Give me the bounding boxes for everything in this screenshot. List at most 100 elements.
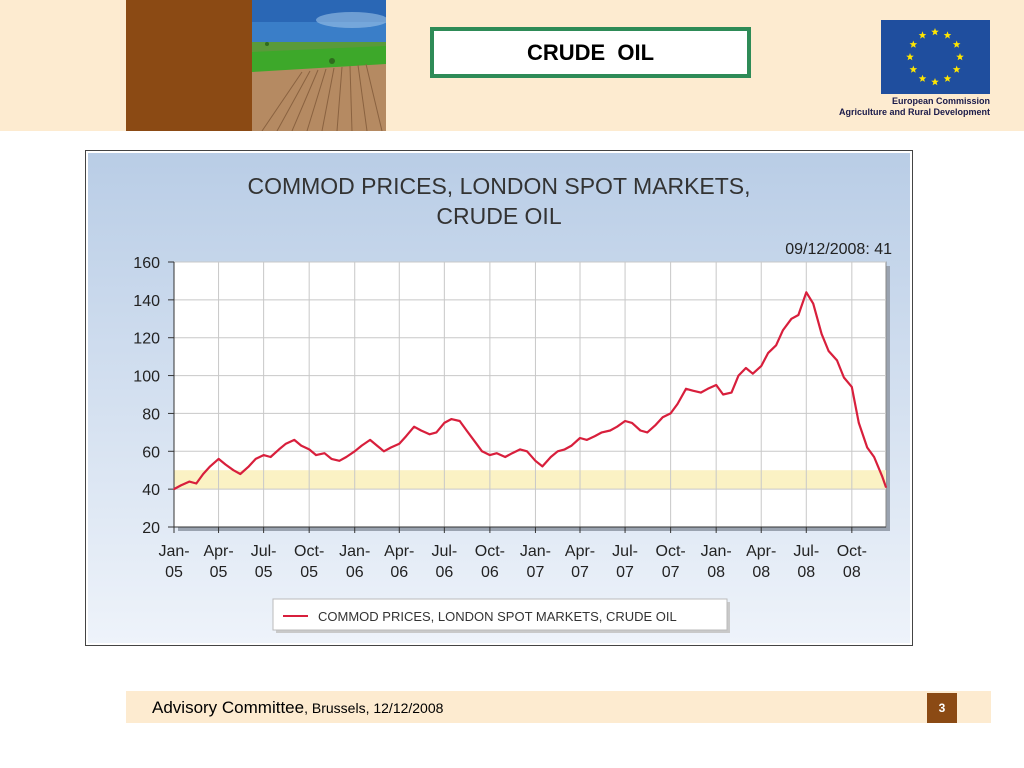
x-tick-label-month: Oct- — [294, 543, 324, 560]
data-point — [563, 448, 566, 451]
x-tick-label-month: Oct- — [475, 543, 505, 560]
data-point — [836, 359, 838, 362]
x-tick-label-year: 08 — [752, 564, 770, 581]
y-tick-label: 20 — [142, 520, 160, 537]
data-point — [752, 372, 754, 375]
data-point — [669, 412, 672, 415]
data-point — [639, 429, 642, 432]
data-point — [254, 458, 257, 460]
data-point — [496, 452, 498, 455]
x-tick-label-month: Oct- — [656, 543, 686, 560]
x-tick-label-year: 07 — [527, 564, 545, 581]
data-point — [526, 450, 528, 453]
data-point — [579, 437, 581, 439]
x-tick-label-month: Apr- — [746, 543, 776, 560]
x-tick-label-year: 06 — [435, 564, 453, 581]
data-point — [797, 314, 800, 316]
x-tick-label-year: 06 — [481, 564, 499, 581]
data-point — [851, 386, 853, 388]
data-point — [360, 444, 363, 447]
data-point — [188, 480, 191, 483]
data-point — [586, 439, 588, 441]
data-point — [330, 458, 333, 460]
data-point — [885, 486, 887, 489]
x-tick-label-year: 06 — [390, 564, 408, 581]
data-point — [843, 376, 845, 379]
x-tick-label-year: 07 — [616, 564, 634, 581]
data-point — [481, 450, 483, 453]
data-point — [209, 465, 211, 468]
data-point — [570, 444, 573, 447]
data-point — [443, 422, 446, 424]
x-tick-label-month: Jan- — [339, 543, 370, 560]
data-point — [315, 454, 317, 456]
data-point — [232, 469, 235, 472]
eu-star-icon — [931, 78, 939, 86]
x-tick-label-month: Jan- — [520, 543, 551, 560]
x-tick-label-year: 05 — [210, 564, 228, 581]
x-tick-label-month: Jul- — [793, 543, 819, 560]
x-tick-label-year: 05 — [165, 564, 183, 581]
page-number: 3 — [938, 701, 946, 715]
eu-dg-label: Agriculture and Rural Development — [838, 107, 990, 117]
data-point — [737, 374, 740, 377]
data-point — [353, 450, 356, 453]
footer-committee: Advisory Committee — [152, 698, 305, 717]
data-point — [609, 429, 611, 432]
data-point — [881, 475, 883, 477]
y-tick-label: 140 — [133, 293, 160, 310]
data-point — [435, 431, 438, 434]
data-point — [195, 482, 198, 485]
price-band — [174, 470, 886, 490]
data-point — [550, 456, 552, 458]
x-tick-label-year: 05 — [255, 564, 273, 581]
x-tick-label-month: Apr- — [565, 543, 595, 560]
data-point — [262, 454, 265, 456]
data-point — [655, 424, 657, 426]
footer-caption: Advisory Committee, Brussels, 12/12/2008 — [152, 698, 443, 718]
data-point — [820, 333, 823, 335]
chart-frame: COMMOD PRICES, LONDON SPOT MARKETS, CRUD… — [85, 150, 913, 646]
data-point — [700, 391, 702, 394]
data-point — [323, 452, 326, 455]
data-point — [217, 458, 220, 460]
data-point — [458, 420, 461, 422]
eu-star-icon — [952, 40, 961, 48]
eu-star-icon — [909, 65, 918, 73]
eu-star-icon — [952, 65, 961, 73]
footer-location-date: , Brussels, 12/12/2008 — [304, 700, 444, 716]
data-point — [413, 425, 415, 428]
x-tick-label-year: 06 — [346, 564, 364, 581]
data-point — [376, 444, 378, 447]
eu-star-icon — [943, 31, 952, 39]
y-tick-label: 100 — [133, 369, 160, 386]
data-point — [782, 329, 784, 331]
data-point — [398, 442, 401, 445]
x-tick-label-month: Jul- — [431, 543, 457, 560]
crude-oil-chart: COMMOD PRICES, LONDON SPOT MARKETS, CRUD… — [88, 153, 910, 643]
data-point — [285, 442, 287, 445]
page-number-badge: 3 — [927, 693, 957, 723]
data-point — [676, 403, 679, 405]
data-point — [775, 344, 777, 347]
eu-star-icon — [931, 28, 939, 36]
y-tick-label: 60 — [142, 444, 160, 461]
data-point — [519, 448, 521, 451]
data-point — [383, 450, 385, 453]
chart-title-line1: COMMOD PRICES, LONDON SPOT MARKETS, — [247, 173, 750, 199]
data-point — [489, 454, 491, 456]
data-point — [308, 448, 310, 451]
data-point — [661, 416, 664, 419]
data-point — [624, 420, 626, 422]
slide-title-box: CRUDE OIL — [430, 27, 751, 78]
data-point — [300, 444, 302, 447]
eu-star-icon — [918, 74, 927, 82]
data-point — [239, 473, 242, 475]
data-point — [278, 448, 280, 451]
data-point — [873, 456, 875, 458]
data-point — [556, 450, 559, 453]
y-tick-label: 80 — [142, 406, 160, 423]
x-tick-label-year: 07 — [571, 564, 589, 581]
eu-star-icon — [906, 53, 914, 61]
x-tick-label-month: Jan- — [158, 543, 189, 560]
